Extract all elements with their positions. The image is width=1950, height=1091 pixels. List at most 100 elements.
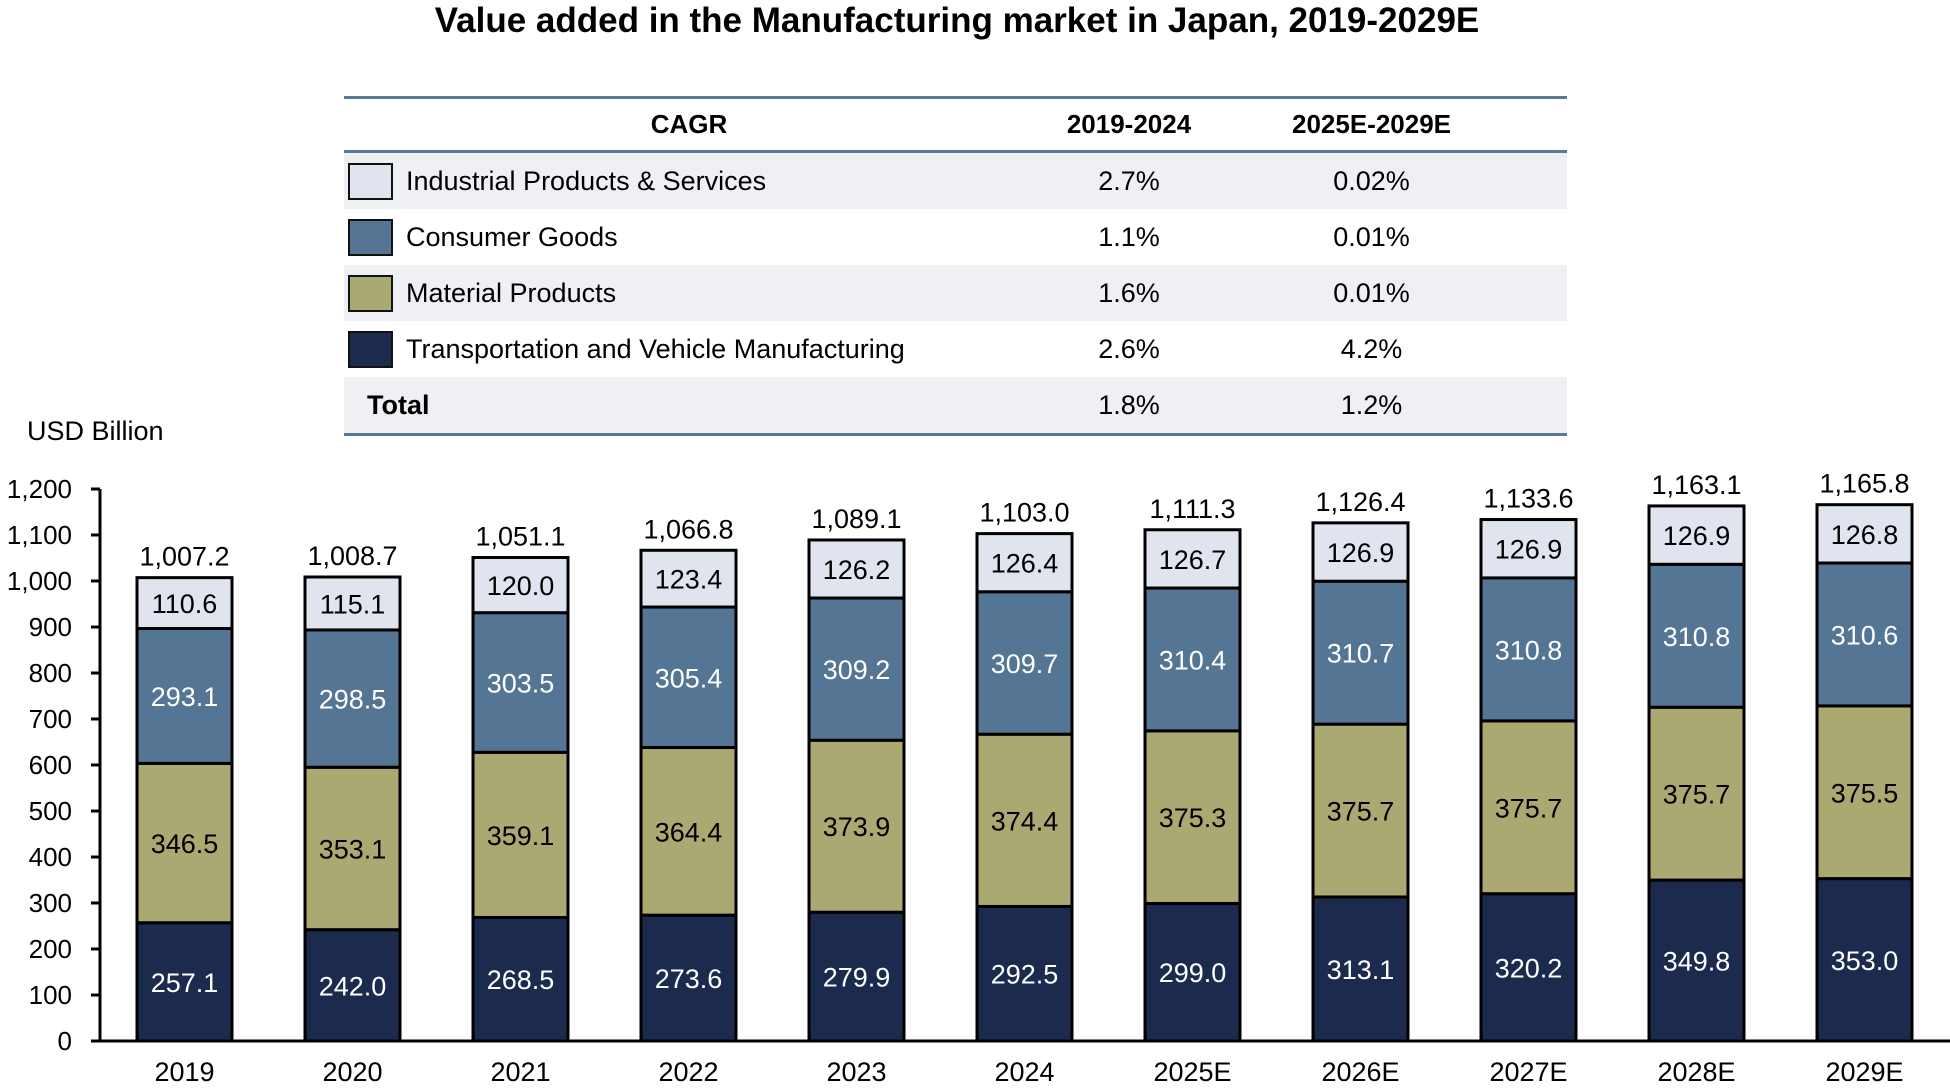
cagr-header-period-2: 2025E-2029E [1291, 109, 1452, 139]
x-tick-label: 2021 [490, 1057, 550, 1087]
bar-segment-label: 353.1 [319, 834, 387, 864]
bar-segment [975, 732, 1074, 908]
y-tick-label: 100 [29, 980, 72, 1010]
bar-segment [135, 576, 234, 631]
x-tick-label: 2023 [826, 1057, 886, 1087]
bar-segment-label: 375.7 [1495, 793, 1563, 823]
bar-segment-label: 268.5 [487, 965, 555, 995]
bar-segment [1647, 705, 1746, 882]
bar-segment [1815, 877, 1914, 1043]
bar-segment-label: 310.8 [1495, 635, 1563, 665]
cagr-row-consumer-goods: Consumer Goods 1.1% 0.01% [344, 209, 1567, 265]
cagr-value: 1.6% [1098, 277, 1160, 308]
bar-total-label: 1,165.8 [1819, 469, 1909, 499]
bar-segment-label: 292.5 [991, 960, 1059, 990]
bar-segment-label: 115.1 [320, 589, 386, 619]
legend-swatch-consumer-goods [348, 218, 393, 256]
bar-segment-label: 310.4 [1159, 645, 1227, 675]
legend-label: Material Products [406, 277, 617, 308]
y-tick-label: 700 [29, 704, 72, 734]
bar-total-label: 1,007.2 [139, 542, 229, 572]
bar-segment-label: 126.8 [1831, 520, 1899, 550]
bar-segment-label: 310.7 [1327, 639, 1395, 669]
bar-segment-label: 364.4 [655, 817, 723, 847]
bar-segment-label: 359.1 [487, 821, 555, 851]
bar-total-label: 1,126.4 [1315, 487, 1405, 517]
y-tick-label: 600 [29, 750, 72, 780]
bar-segment [1143, 528, 1242, 590]
cagr-row-name: Consumer Goods [344, 218, 1044, 256]
bar-segment [303, 765, 402, 932]
cagr-row-transportation: Transportation and Vehicle Manufacturing… [344, 321, 1567, 377]
x-tick-label: 2025E [1153, 1057, 1231, 1087]
cagr-row-industrial: Industrial Products & Services 2.7% 0.02… [344, 153, 1567, 209]
bar-segment [471, 915, 570, 1043]
bar-segment-label: 309.2 [823, 655, 891, 685]
bar-segment [135, 921, 234, 1043]
bar-segment-label: 305.4 [655, 663, 723, 693]
bar-segment [1479, 719, 1578, 896]
y-tick-label: 0 [58, 1026, 72, 1056]
legend-swatch-industrial [348, 162, 393, 200]
bar-segment [1479, 576, 1578, 723]
bar-segment [807, 538, 906, 600]
bar-segment-label: 242.0 [319, 971, 387, 1001]
bar-segment [1143, 586, 1242, 733]
bar-segment [1815, 704, 1914, 881]
cagr-value: 0.02% [1333, 165, 1410, 196]
bar-segment [471, 555, 570, 615]
y-tick-label: 500 [29, 796, 72, 826]
cagr-row-material-products: Material Products 1.6% 0.01% [344, 265, 1567, 321]
bar-segment [1143, 901, 1242, 1043]
chart-title: Value added in the Manufacturing market … [434, 1, 1480, 40]
bar-segment-label: 126.4 [991, 549, 1059, 579]
bar-segment-label: 126.7 [1159, 545, 1227, 575]
cagr-total-value: 1.8% [1098, 389, 1160, 420]
bar-segment [1311, 579, 1410, 726]
y-tick-label: 300 [29, 888, 72, 918]
bar-segment [1479, 518, 1578, 580]
bar-segment [639, 548, 738, 609]
bar-segment-label: 293.1 [151, 682, 219, 712]
bar-segment [471, 750, 570, 919]
bar-segment [1311, 521, 1410, 583]
bar-segment [1815, 503, 1914, 565]
cagr-row-name: Material Products [344, 274, 1044, 312]
bar-segment [639, 605, 738, 750]
bar-segment [975, 904, 1074, 1043]
cagr-value: 0.01% [1333, 277, 1410, 308]
bar-segment-label: 375.3 [1159, 803, 1227, 833]
bar-segment-label: 126.2 [823, 555, 891, 585]
bar-segment-label: 126.9 [1495, 535, 1563, 565]
bar-segment-label: 123.4 [655, 565, 723, 595]
x-tick-label: 2027E [1489, 1057, 1567, 1087]
x-tick-label: 2019 [154, 1057, 214, 1087]
bar-segment-label: 375.5 [1831, 778, 1899, 808]
bar-total-label: 1,008.7 [307, 541, 397, 571]
legend-swatch-material-products [348, 274, 393, 312]
y-axis-unit-label: USD Billion [27, 416, 164, 446]
bar-segment-label: 279.9 [823, 963, 891, 993]
cagr-header-period-1: 2019-2024 [1066, 109, 1192, 139]
y-tick-label: 1,100 [7, 520, 72, 550]
cagr-row-name: Transportation and Vehicle Manufacturing [344, 330, 1044, 368]
bar-segment [1815, 561, 1914, 708]
bar-segment-label: 353.0 [1831, 946, 1899, 976]
legend-label: Transportation and Vehicle Manufacturing [406, 333, 905, 364]
cagr-total-value: 1.2% [1340, 389, 1403, 420]
bar-segment-label: 309.7 [991, 649, 1059, 679]
bar-segment-label: 310.8 [1663, 622, 1731, 652]
bar-segment-label: 120.0 [487, 571, 555, 601]
bar-total-label: 1,163.1 [1651, 470, 1741, 500]
cagr-value: 4.2% [1340, 333, 1403, 364]
bar-total-label: 1,066.8 [643, 514, 733, 544]
bar-segment [1311, 722, 1410, 899]
bar-segment-label: 373.9 [823, 812, 891, 842]
bar-segment [1647, 504, 1746, 566]
y-tick-label: 1,000 [7, 566, 72, 596]
bar-segment-label: 375.7 [1327, 797, 1395, 827]
bar-segment-label: 349.8 [1663, 947, 1731, 977]
bar-segment-label: 299.0 [1159, 958, 1227, 988]
cagr-table: CAGR 2019-2024 2025E-2029E Industrial Pr… [344, 96, 1567, 436]
